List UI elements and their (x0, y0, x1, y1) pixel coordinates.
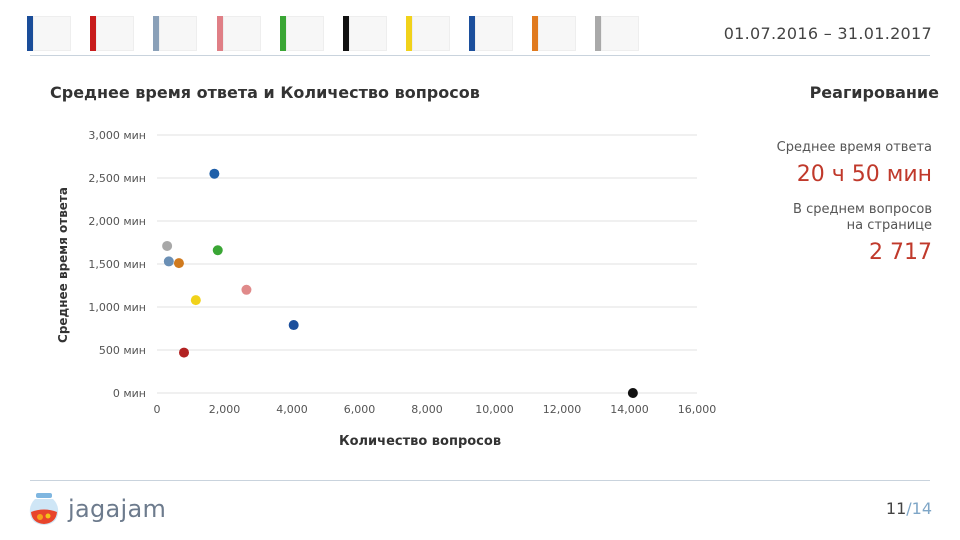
y-tick-label: 1,500 мин (88, 258, 146, 271)
x-tick-labels: 0 2,000 4,000 6,000 8,000 10,000 12,000 14,000 1… (154, 403, 717, 416)
brand-logo-land-rover (532, 16, 576, 51)
kpi-avg-response: Среднее время ответа 20 ч 50 мин (777, 140, 932, 187)
brand-logo-image (159, 16, 197, 51)
top-divider (30, 55, 930, 56)
y-tick-label: 2,500 мин (88, 172, 146, 185)
page-current: 11 (885, 499, 907, 518)
jar-icon (29, 493, 59, 525)
brand-logo-mitsubishi (217, 16, 261, 51)
chart-grid (157, 134, 697, 394)
scatter-point (241, 284, 252, 295)
brand-color-bar (217, 16, 223, 51)
kpi-avg-response-label: Среднее время ответа (776, 140, 932, 155)
y-tick-labels: 0 мин 500 мин 1,000 мин 1,500 мин 2,000 мин 2… (88, 129, 146, 400)
brand-logo-mazda (343, 16, 387, 51)
side-panel-title: Реагирование (809, 83, 939, 102)
x-tick-label: 8,000 (411, 403, 443, 416)
brand-logo-image (601, 16, 639, 51)
chart-points (162, 168, 638, 398)
brand-logo-image (538, 16, 576, 51)
brand-logo-skoda (280, 16, 324, 51)
brand-logo-renault (406, 16, 450, 51)
brand-logo-peugeot (595, 16, 639, 51)
brand-logo-image (223, 16, 261, 51)
brand-color-bar (280, 16, 286, 51)
scatter-point (190, 295, 201, 306)
chart-title: Среднее время ответа и Количество вопрос… (50, 83, 480, 102)
brand-color-bar (532, 16, 538, 51)
brand-logo-image (349, 16, 387, 51)
y-tick-label: 500 мин (99, 344, 146, 357)
brand-strip (0, 0, 960, 56)
brand-logo-volkswagen (469, 16, 513, 51)
y-tick-label: 1,000 мин (88, 301, 146, 314)
kpi-avg-questions-label-1: В среднем вопросов (793, 202, 932, 217)
scatter-point (209, 168, 220, 179)
kpi-avg-response-value: 20 ч 50 мин (796, 162, 932, 187)
brand-logo-kia (90, 16, 134, 51)
y-tick-label: 0 мин (113, 387, 146, 400)
jagajam-logo: jagajam (28, 492, 166, 526)
brand-logo-image (475, 16, 513, 51)
brand-logo-hyundai (27, 16, 71, 51)
brand-color-bar (469, 16, 475, 51)
x-tick-label: 4,000 (276, 403, 308, 416)
scatter-point (288, 320, 299, 331)
kpi-avg-questions-value: 2 717 (869, 240, 932, 265)
brand-logo-image (412, 16, 450, 51)
scatter-point (179, 347, 189, 358)
x-tick-label: 10,000 (475, 403, 514, 416)
brand-color-bar (27, 16, 33, 51)
brand-color-bar (90, 16, 96, 51)
scatter-point (627, 388, 638, 398)
y-axis-label: Среднее время ответа (56, 187, 70, 343)
bottom-divider (30, 480, 930, 481)
scatter-point (212, 245, 223, 256)
x-tick-label: 16,000 (678, 403, 717, 416)
page-number: 11/14 (886, 499, 932, 518)
brand-logo-image (33, 16, 71, 51)
date-range: 01.07.2016 – 31.01.2017 (723, 24, 932, 43)
x-tick-label: 12,000 (543, 403, 582, 416)
brand-color-bar (343, 16, 349, 51)
x-tick-label: 14,000 (610, 403, 649, 416)
brand-color-bar (595, 16, 601, 51)
scatter-point (173, 258, 184, 269)
logo-text: jagajam (68, 495, 167, 523)
x-tick-label: 0 (154, 403, 161, 416)
scatter-point (163, 256, 174, 267)
page-total: /14 (906, 499, 932, 518)
brand-color-bar (406, 16, 412, 51)
brand-logo-infiniti (153, 16, 197, 51)
scatter-point (162, 240, 173, 251)
x-tick-label: 6,000 (344, 403, 376, 416)
kpi-avg-questions-label-2: на странице (846, 218, 932, 233)
brand-color-bar (153, 16, 159, 51)
brand-logo-image (96, 16, 134, 51)
y-tick-label: 3,000 мин (88, 129, 146, 142)
x-axis-label: Количество вопросов (339, 434, 501, 449)
kpi-avg-questions: В среднем вопросов на странице 2 717 (793, 202, 932, 265)
y-tick-label: 2,000 мин (88, 215, 146, 228)
x-tick-label: 2,000 (209, 403, 241, 416)
brand-logo-image (286, 16, 324, 51)
